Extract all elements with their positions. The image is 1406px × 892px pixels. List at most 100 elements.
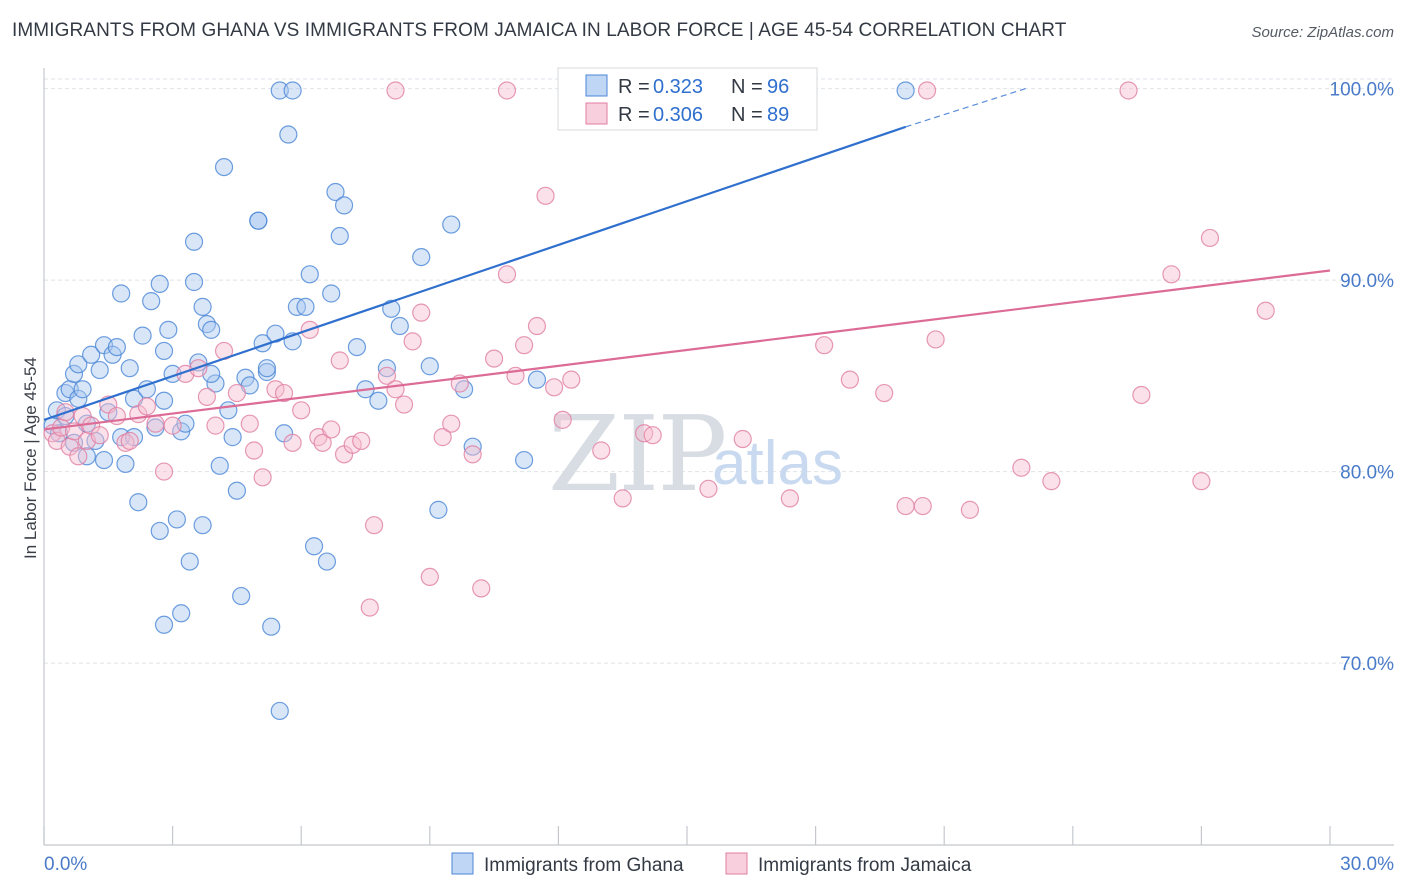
ghana-point-78 (369, 391, 388, 410)
watermark-zip: ZIP (548, 393, 725, 515)
ghana-point-93 (257, 359, 277, 378)
ghana-point-65 (279, 125, 298, 144)
jamaica-point-40 (352, 431, 371, 451)
jamaica-point-29 (266, 380, 285, 399)
y-tick-label-2: 80.0% (1340, 463, 1394, 484)
jamaica-point-89 (1256, 301, 1275, 320)
jamaica-point-45 (394, 395, 414, 414)
jamaica-point-49 (433, 428, 452, 447)
y-tick-label-3: 70.0% (1340, 654, 1394, 675)
ghana-point-24 (120, 359, 139, 378)
ghana-point-69 (300, 265, 319, 284)
jamaica-point-50 (442, 414, 461, 433)
ghana-point-36 (159, 320, 178, 339)
ghana-point-40 (172, 604, 191, 623)
ghana-point-75 (334, 196, 354, 215)
jamaica-point-75 (926, 330, 945, 349)
jamaica-point-27 (244, 441, 264, 460)
ghana-point-30 (142, 292, 161, 311)
jamaica-point-61 (553, 410, 572, 429)
jamaica-point-79 (1132, 385, 1151, 405)
jamaica-point-82 (1200, 228, 1220, 248)
jamaica-point-68 (733, 429, 752, 449)
ghana-point-85 (442, 215, 461, 234)
series-legend-swatch-jamaica (725, 852, 748, 875)
jamaica-point-87 (917, 81, 937, 100)
ghana-point-79 (377, 359, 397, 378)
ghana-point-13 (82, 345, 101, 364)
ghana-point-76 (347, 338, 367, 357)
ghana-point-52 (219, 401, 238, 420)
ghana-point-90 (270, 701, 289, 721)
jamaica-point-63 (592, 441, 611, 460)
jamaica-point-52 (463, 445, 482, 464)
correlation-legend: R = 0.323 N = 96 R = 0.306 N = 89 (557, 67, 818, 131)
ghana-point-42 (180, 552, 199, 571)
ghana-point-43 (184, 272, 204, 292)
chart-source: Source: ZipAtlas.com (1251, 24, 1394, 41)
legend-r-label-jamaica: R = (618, 104, 650, 126)
legend-n-label-jamaica: N = (731, 104, 763, 126)
ghana-point-33 (150, 274, 169, 294)
jamaica-point-57 (515, 336, 534, 355)
jamaica-point-53 (472, 579, 491, 598)
jamaica-point-58 (527, 316, 547, 336)
y-tick-labels: 100.0% 90.0% 80.0% 70.0% (1330, 80, 1395, 676)
ghana-point-60 (257, 362, 277, 382)
chart-title: IMMIGRANTS FROM GHANA VS IMMIGRANTS FROM… (12, 20, 1067, 41)
trend-line-jamaica (43, 269, 1331, 431)
jamaica-point-66 (643, 426, 662, 445)
jamaica-point-74 (913, 496, 932, 516)
x-tick-label-max: 30.0% (1340, 854, 1394, 875)
jamaica-point-48 (420, 567, 439, 587)
ghana-point-74 (330, 226, 349, 246)
jamaica-point-42 (364, 516, 384, 535)
ghana-point-84 (429, 500, 448, 519)
jamaica-point-55 (497, 265, 517, 284)
axes (43, 68, 1394, 846)
ghana-point-73 (326, 182, 345, 202)
jamaica-point-41 (360, 598, 379, 617)
ghana-point-34 (154, 341, 174, 361)
jamaica-point-22 (197, 387, 216, 406)
ghana-point-71 (317, 552, 337, 571)
jamaica-point-23 (206, 416, 225, 435)
watermark-atlas: atlas (712, 429, 843, 498)
ghana-point-23 (116, 454, 135, 474)
jamaica-point-14 (120, 431, 139, 451)
ghana-point-63 (270, 81, 289, 100)
ghana-point-50 (210, 456, 229, 475)
ghana-point-96 (283, 81, 302, 100)
series-legend-label-ghana: Immigrants from Ghana (484, 855, 684, 876)
ghana-point-46 (193, 297, 212, 316)
ghana-point-32 (150, 521, 169, 541)
ghana-point-49 (206, 374, 225, 393)
ghana-point-70 (304, 537, 324, 556)
ghana-point-87 (463, 437, 482, 456)
ghana-point-97 (193, 516, 212, 535)
ghana-point-22 (112, 284, 131, 303)
legend-swatch-jamaica (585, 102, 608, 125)
jamaica-point-37 (330, 351, 349, 370)
jamaica-point-76 (960, 500, 980, 519)
jamaica-point-72 (875, 383, 894, 403)
ghana-point-10 (73, 380, 92, 399)
jamaica-point-36 (322, 420, 341, 439)
ghana-point-27 (129, 493, 148, 512)
jamaica-point-71 (840, 370, 859, 389)
legend-n-label-ghana: N = (731, 76, 763, 98)
ghana-point-35 (154, 391, 174, 410)
jamaica-point-31 (283, 433, 302, 452)
series-legend-label-jamaica: Immigrants from Jamaica (758, 855, 972, 876)
ghana-point-80 (382, 299, 401, 318)
jamaica-point-10 (90, 426, 109, 445)
ghana-point-28 (133, 326, 152, 345)
jamaica-point-70 (815, 336, 834, 355)
ghana-point-89 (527, 370, 547, 389)
ghana-point-72 (322, 284, 341, 303)
ghana-point-82 (412, 247, 431, 267)
jamaica-point-30 (274, 383, 294, 403)
y-axis-label: In Labor Force | Age 45-54 (21, 357, 40, 559)
ghana-point-38 (167, 510, 186, 529)
jamaica-point-18 (154, 462, 174, 481)
